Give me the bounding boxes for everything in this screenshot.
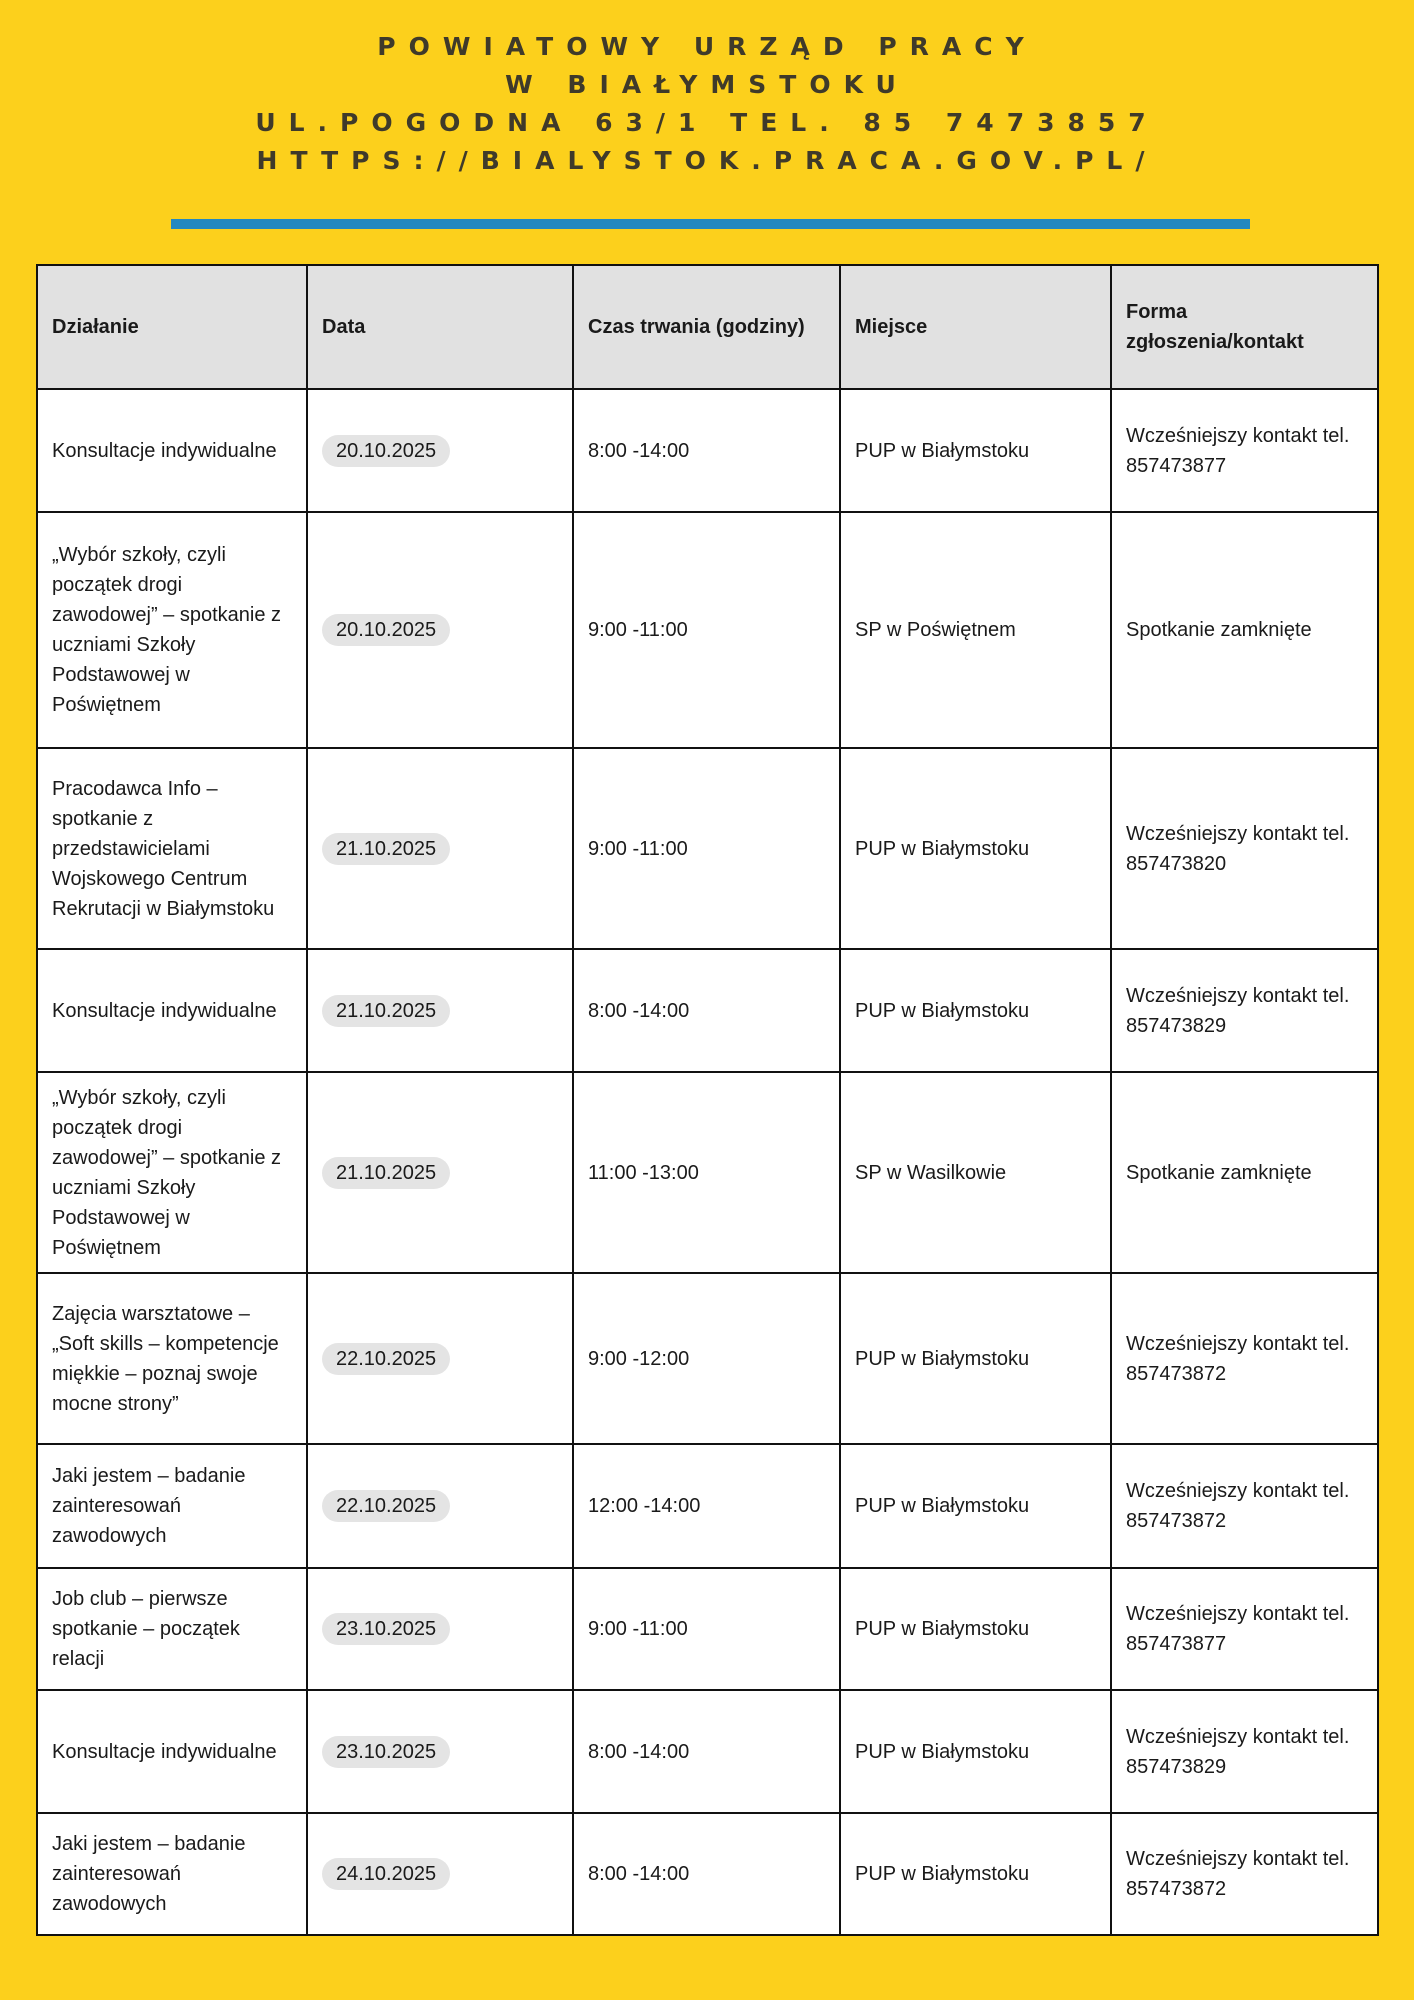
cell-contact: Wcześniejszy kontakt tel. 857473872: [1110, 1272, 1379, 1445]
cell-date: 23.10.2025: [306, 1567, 574, 1691]
table-row: Pracodawca Info – spotkanie z przedstawi…: [36, 747, 1379, 950]
column-header-duration: Czas trwania (godziny): [572, 264, 841, 390]
cell-contact: Wcześniejszy kontakt tel. 857473872: [1110, 1812, 1379, 1936]
cell-contact: Spotkanie zamknięte: [1110, 1071, 1379, 1274]
cell-date: 21.10.2025: [306, 747, 574, 950]
cell-contact: Wcześniejszy kontakt tel. 857473829: [1110, 1689, 1379, 1814]
cell-place: PUP w Białymstoku: [839, 1812, 1112, 1936]
table-row: Konsultacje indywidualne 23.10.2025 8:00 -…: [36, 1689, 1379, 1814]
cell-contact: Wcześniejszy kontakt tel. 857473877: [1110, 1567, 1379, 1691]
cell-date: 22.10.2025: [306, 1272, 574, 1445]
table-row: Jaki jestem – badanie zainteresowań zawo…: [36, 1443, 1379, 1569]
cell-duration: 8:00 -14:00: [572, 1812, 841, 1936]
date-badge: 24.10.2025: [322, 1858, 451, 1890]
cell-contact: Wcześniejszy kontakt tel. 857473820: [1110, 747, 1379, 950]
date-badge: 22.10.2025: [322, 1342, 451, 1375]
cell-contact: Wcześniejszy kontakt tel. 857473872: [1110, 1443, 1379, 1569]
column-header-date: Data: [306, 264, 574, 390]
cell-place: SP w Wasilkowie: [839, 1071, 1112, 1274]
date-badge: 21.10.2025: [322, 994, 451, 1027]
table-row: „Wybór szkoły, czyli początek drogi zawo…: [36, 511, 1379, 749]
cell-date: 20.10.2025: [306, 388, 574, 513]
cell-duration: 8:00 -14:00: [572, 388, 841, 513]
cell-date: 24.10.2025: [306, 1812, 574, 1936]
date-badge: 23.10.2025: [322, 1613, 451, 1645]
table-row: „Wybór szkoły, czyli początek drogi zawo…: [36, 1071, 1379, 1274]
header-line-name: POWIATOWY URZĄD PRACY: [377, 32, 1037, 61]
cell-date: 21.10.2025: [306, 948, 574, 1073]
cell-place: PUP w Białymstoku: [839, 747, 1112, 950]
cell-activity: Konsultacje indywidualne: [36, 388, 308, 513]
cell-duration: 8:00 -14:00: [572, 1689, 841, 1814]
schedule-table: Działanie Data Czas trwania (godziny) Mi…: [36, 264, 1379, 1936]
cell-duration: 11:00 -13:00: [572, 1071, 841, 1274]
table-header-row: Działanie Data Czas trwania (godziny) Mi…: [36, 264, 1379, 390]
date-badge: 23.10.2025: [322, 1735, 451, 1768]
cell-duration: 8:00 -14:00: [572, 948, 841, 1073]
header-divider: [171, 219, 1250, 229]
cell-activity: Pracodawca Info – spotkanie z przedstawi…: [36, 747, 308, 950]
cell-activity: Konsultacje indywidualne: [36, 948, 308, 1073]
cell-place: PUP w Białymstoku: [839, 1443, 1112, 1569]
cell-place: PUP w Białymstoku: [839, 388, 1112, 513]
cell-activity: Job club – pierwsze spotkanie – początek…: [36, 1567, 308, 1691]
cell-duration: 9:00 -12:00: [572, 1272, 841, 1445]
cell-activity: Jaki jestem – badanie zainteresowań zawo…: [36, 1812, 308, 1936]
cell-date: 22.10.2025: [306, 1443, 574, 1569]
cell-date: 23.10.2025: [306, 1689, 574, 1814]
table-row: Zajęcia warsztatowe – „Soft skills – kom…: [36, 1272, 1379, 1445]
table-row: Job club – pierwsze spotkanie – początek…: [36, 1567, 1379, 1691]
date-badge: 21.10.2025: [322, 1156, 451, 1189]
cell-activity: Zajęcia warsztatowe – „Soft skills – kom…: [36, 1272, 308, 1445]
table-row: Jaki jestem – badanie zainteresowań zawo…: [36, 1812, 1379, 1936]
cell-duration: 9:00 -11:00: [572, 511, 841, 749]
office-header: POWIATOWY URZĄD PRACY W BIAŁYMSTOKU UL.P…: [0, 28, 1414, 180]
date-badge: 22.10.2025: [322, 1490, 451, 1522]
date-badge: 20.10.2025: [322, 434, 451, 467]
cell-contact: Spotkanie zamknięte: [1110, 511, 1379, 749]
cell-place: PUP w Białymstoku: [839, 1567, 1112, 1691]
cell-place: PUP w Białymstoku: [839, 1272, 1112, 1445]
cell-activity: Konsultacje indywidualne: [36, 1689, 308, 1814]
column-header-contact: Forma zgłoszenia/kontakt: [1110, 264, 1379, 390]
cell-contact: Wcześniejszy kontakt tel. 857473829: [1110, 948, 1379, 1073]
column-header-place: Miejsce: [839, 264, 1112, 390]
cell-contact: Wcześniejszy kontakt tel. 857473877: [1110, 388, 1379, 513]
cell-activity: Jaki jestem – badanie zainteresowań zawo…: [36, 1443, 308, 1569]
cell-place: SP w Poświętnem: [839, 511, 1112, 749]
cell-duration: 9:00 -11:00: [572, 1567, 841, 1691]
cell-date: 21.10.2025: [306, 1071, 574, 1274]
cell-date: 20.10.2025: [306, 511, 574, 749]
date-badge: 21.10.2025: [322, 832, 451, 865]
header-line-address: UL.POGODNA 63/1 TEL. 85 7473857: [255, 108, 1159, 137]
cell-place: PUP w Białymstoku: [839, 948, 1112, 1073]
table-row: Konsultacje indywidualne 21.10.2025 8:00 -…: [36, 948, 1379, 1073]
cell-activity: „Wybór szkoły, czyli początek drogi zawo…: [36, 1071, 308, 1274]
header-line-url: HTTPS://BIALYSTOK.PRACA.GOV.PL/: [256, 146, 1158, 175]
table-row: Konsultacje indywidualne 20.10.2025 8:00 -…: [36, 388, 1379, 513]
cell-place: PUP w Białymstoku: [839, 1689, 1112, 1814]
date-badge: 20.10.2025: [322, 614, 451, 646]
cell-activity: „Wybór szkoły, czyli początek drogi zawo…: [36, 511, 308, 749]
cell-duration: 9:00 -11:00: [572, 747, 841, 950]
cell-duration: 12:00 -14:00: [572, 1443, 841, 1569]
column-header-activity: Działanie: [36, 264, 308, 390]
header-line-city: W BIAŁYMSTOKU: [505, 70, 909, 99]
